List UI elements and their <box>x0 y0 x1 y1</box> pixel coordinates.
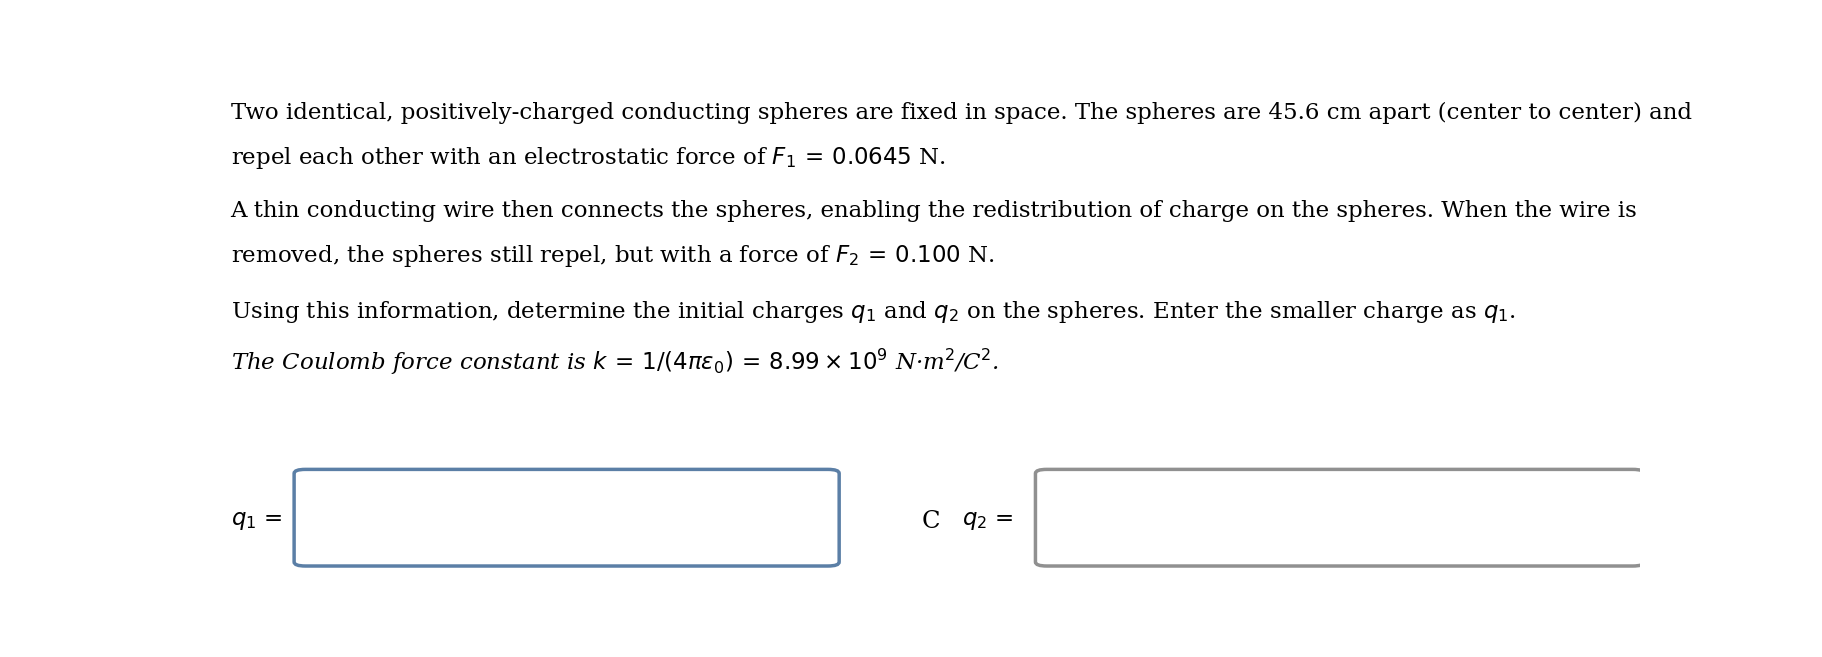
FancyBboxPatch shape <box>293 469 840 566</box>
Text: removed, the spheres still repel, but with a force of $F_2\, =\, 0.100$ N.: removed, the spheres still repel, but wi… <box>231 243 995 269</box>
Text: repel each other with an electrostatic force of $F_1\, =\, 0.0645$ N.: repel each other with an electrostatic f… <box>231 145 946 171</box>
Text: A thin conducting wire then connects the spheres, enabling the redistribution of: A thin conducting wire then connects the… <box>231 200 1638 222</box>
Text: $q_1$ =: $q_1$ = <box>231 510 282 532</box>
FancyBboxPatch shape <box>1035 469 1643 566</box>
Text: Using this information, determine the initial charges $q_1$ and $q_2$ on the sph: Using this information, determine the in… <box>231 299 1516 325</box>
Text: Two identical, positively-charged conducting spheres are fixed in space. The sph: Two identical, positively-charged conduc… <box>231 102 1691 124</box>
Text: $q_2$ =: $q_2$ = <box>962 510 1013 532</box>
Text: C: C <box>922 510 940 533</box>
Text: The Coulomb force constant is $k\, =\, 1/(4\pi\epsilon_0)\, =\, 8.99 \times 10^9: The Coulomb force constant is $k\, =\, 1… <box>231 347 998 377</box>
